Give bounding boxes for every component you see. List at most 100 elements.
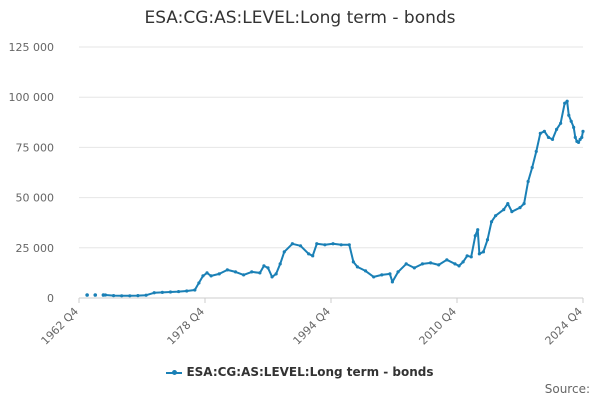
data-point[interactable] — [550, 137, 555, 141]
data-point[interactable] — [502, 208, 506, 212]
data-point[interactable] — [103, 293, 108, 297]
data-point[interactable] — [542, 129, 546, 133]
data-point[interactable] — [197, 281, 201, 285]
data-point[interactable] — [396, 270, 400, 274]
data-point[interactable] — [270, 275, 274, 279]
data-point[interactable] — [331, 242, 335, 246]
data-point[interactable] — [274, 272, 278, 276]
data-point[interactable] — [93, 293, 98, 297]
data-point[interactable] — [160, 290, 164, 294]
data-point[interactable] — [518, 206, 522, 210]
data-point[interactable] — [576, 140, 581, 144]
data-point[interactable] — [205, 271, 209, 275]
data-point[interactable] — [311, 254, 315, 258]
y-tick-layer: 0 25 000 50 000 75 000 100 000 125 000 — [9, 41, 55, 305]
x-tick-layer: 1962 Q4 1978 Q4 1994 Q4 2010 Q4 2024 Q4 — [39, 298, 585, 348]
data-point[interactable] — [485, 238, 490, 242]
data-point[interactable] — [193, 288, 197, 292]
data-point[interactable] — [457, 264, 461, 268]
data-point[interactable] — [390, 280, 394, 284]
series-layer — [85, 99, 585, 298]
data-point[interactable] — [563, 101, 567, 105]
x-tick-label: 1962 Q4 — [39, 305, 82, 348]
series-line[interactable] — [105, 100, 584, 297]
data-point[interactable] — [250, 270, 254, 274]
data-point[interactable] — [481, 250, 486, 254]
data-point[interactable] — [209, 274, 213, 278]
data-point[interactable] — [351, 260, 355, 264]
data-point[interactable] — [290, 242, 294, 246]
data-point[interactable] — [461, 260, 465, 264]
data-point[interactable] — [266, 266, 270, 270]
data-point[interactable] — [573, 135, 577, 139]
data-point[interactable] — [565, 99, 569, 103]
x-tick-label: 1978 Q4 — [165, 305, 208, 348]
data-point[interactable] — [152, 291, 156, 295]
data-point[interactable] — [176, 289, 181, 294]
data-point[interactable] — [315, 242, 319, 246]
data-point[interactable] — [323, 243, 327, 247]
data-point[interactable] — [339, 243, 343, 247]
data-point[interactable] — [477, 252, 481, 256]
data-point[interactable] — [242, 273, 246, 277]
data-point[interactable] — [510, 210, 514, 214]
data-point[interactable] — [453, 262, 457, 266]
data-point[interactable] — [522, 202, 526, 206]
y-tick-label: 50 000 — [16, 192, 55, 205]
data-point[interactable] — [185, 289, 189, 293]
data-point[interactable] — [494, 214, 498, 218]
data-point[interactable] — [526, 179, 530, 184]
data-point[interactable] — [355, 265, 360, 269]
data-point[interactable] — [298, 244, 303, 248]
data-point[interactable] — [258, 271, 262, 275]
data-point[interactable] — [445, 258, 449, 262]
legend[interactable]: ESA:CG:AS:LEVEL:Long term - bonds — [0, 365, 600, 379]
data-point[interactable] — [469, 255, 473, 259]
data-point[interactable] — [546, 135, 551, 139]
data-point[interactable] — [534, 149, 538, 154]
data-point[interactable] — [136, 293, 140, 298]
data-point[interactable] — [120, 294, 124, 298]
data-point[interactable] — [428, 261, 433, 265]
data-point[interactable] — [282, 250, 286, 254]
data-point[interactable] — [278, 262, 282, 266]
data-point[interactable] — [262, 264, 266, 268]
data-point[interactable] — [569, 119, 573, 123]
data-point[interactable] — [437, 263, 441, 267]
data-point[interactable] — [530, 165, 534, 170]
data-point[interactable] — [347, 243, 351, 247]
data-point[interactable] — [476, 228, 480, 232]
data-point[interactable] — [581, 129, 585, 133]
data-point[interactable] — [380, 273, 384, 277]
data-point[interactable] — [420, 262, 425, 266]
data-point[interactable] — [128, 294, 132, 298]
data-point[interactable] — [465, 254, 469, 258]
data-point[interactable] — [363, 269, 368, 273]
data-point[interactable] — [388, 272, 392, 276]
data-point[interactable] — [412, 266, 416, 270]
data-point[interactable] — [225, 268, 229, 272]
data-point[interactable] — [489, 220, 494, 224]
grid-layer — [79, 46, 583, 299]
source-link[interactable]: Source: — [544, 382, 590, 396]
data-point[interactable] — [168, 290, 173, 294]
data-point[interactable] — [538, 131, 542, 135]
data-point[interactable] — [144, 293, 148, 297]
data-point[interactable] — [404, 262, 408, 266]
data-point[interactable] — [506, 202, 510, 206]
data-point[interactable] — [201, 274, 205, 278]
data-point[interactable] — [559, 121, 563, 125]
y-tick-label: 75 000 — [16, 141, 55, 154]
data-point[interactable] — [567, 113, 571, 117]
data-point[interactable] — [473, 234, 477, 238]
data-point[interactable] — [572, 125, 576, 129]
data-point[interactable] — [554, 127, 559, 131]
data-point[interactable] — [217, 272, 221, 276]
y-tick-label: 0 — [47, 292, 54, 305]
data-point[interactable] — [372, 275, 376, 279]
data-point[interactable] — [85, 293, 89, 297]
data-point[interactable] — [233, 270, 238, 274]
data-point[interactable] — [111, 293, 116, 298]
data-point[interactable] — [580, 135, 584, 139]
data-point[interactable] — [307, 252, 311, 256]
